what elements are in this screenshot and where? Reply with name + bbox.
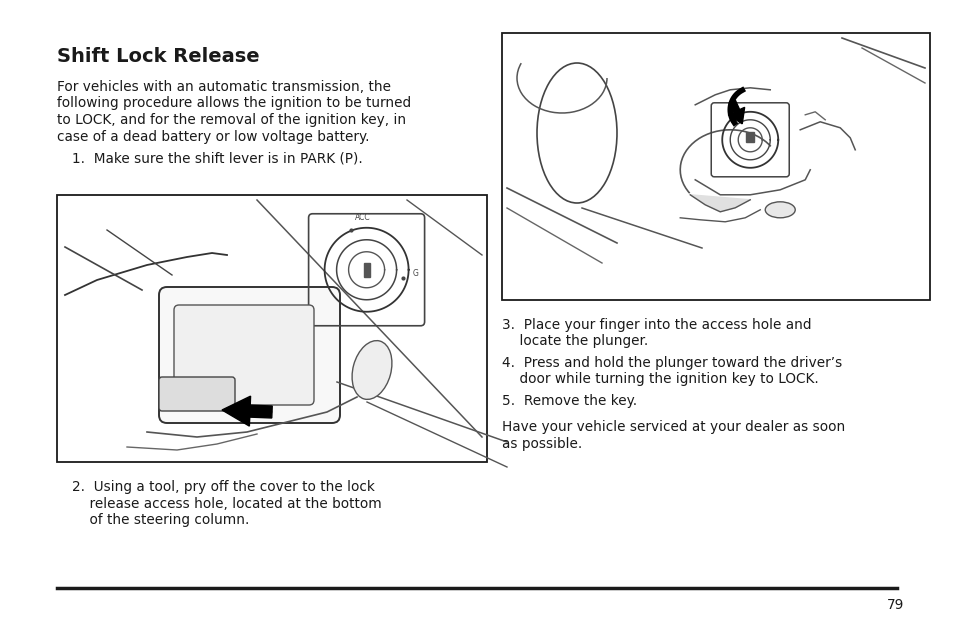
Bar	[363, 263, 369, 277]
Text: 79: 79	[885, 598, 903, 612]
Text: case of a dead battery or low voltage battery.: case of a dead battery or low voltage ba…	[57, 130, 369, 144]
Text: 3.  Place your finger into the access hole and: 3. Place your finger into the access hol…	[501, 318, 811, 332]
Text: ACC: ACC	[355, 213, 370, 222]
Text: G: G	[412, 269, 418, 279]
FancyArrow shape	[727, 100, 744, 124]
FancyBboxPatch shape	[173, 305, 314, 405]
Text: 2.  Using a tool, pry off the cover to the lock: 2. Using a tool, pry off the cover to th…	[71, 480, 375, 494]
Text: Have your vehicle serviced at your dealer as soon: Have your vehicle serviced at your deale…	[501, 420, 844, 434]
Polygon shape	[690, 195, 749, 212]
Text: 5.  Remove the key.: 5. Remove the key.	[501, 394, 637, 408]
Text: release access hole, located at the bottom: release access hole, located at the bott…	[71, 497, 381, 511]
Text: following procedure allows the ignition to be turned: following procedure allows the ignition …	[57, 97, 411, 111]
Ellipse shape	[764, 202, 795, 218]
Text: For vehicles with an automatic transmission, the: For vehicles with an automatic transmiss…	[57, 80, 391, 94]
Ellipse shape	[352, 341, 392, 399]
Text: to LOCK, and for the removal of the ignition key, in: to LOCK, and for the removal of the igni…	[57, 113, 406, 127]
Bar	[57, 195, 486, 462]
Text: door while turning the ignition key to LOCK.: door while turning the ignition key to L…	[501, 373, 818, 387]
Text: 4.  Press and hold the plunger toward the driver’s: 4. Press and hold the plunger toward the…	[501, 356, 841, 370]
Text: Shift Lock Release: Shift Lock Release	[57, 47, 259, 66]
Bar	[745, 132, 754, 142]
Text: 1.  Make sure the shift lever is in PARK (P).: 1. Make sure the shift lever is in PARK …	[71, 152, 362, 166]
FancyBboxPatch shape	[159, 287, 339, 423]
Text: of the steering column.: of the steering column.	[71, 513, 249, 527]
Text: locate the plunger.: locate the plunger.	[501, 335, 648, 349]
FancyArrow shape	[222, 396, 272, 426]
Text: as possible.: as possible.	[501, 437, 581, 451]
FancyBboxPatch shape	[159, 377, 234, 411]
Bar	[501, 33, 929, 300]
